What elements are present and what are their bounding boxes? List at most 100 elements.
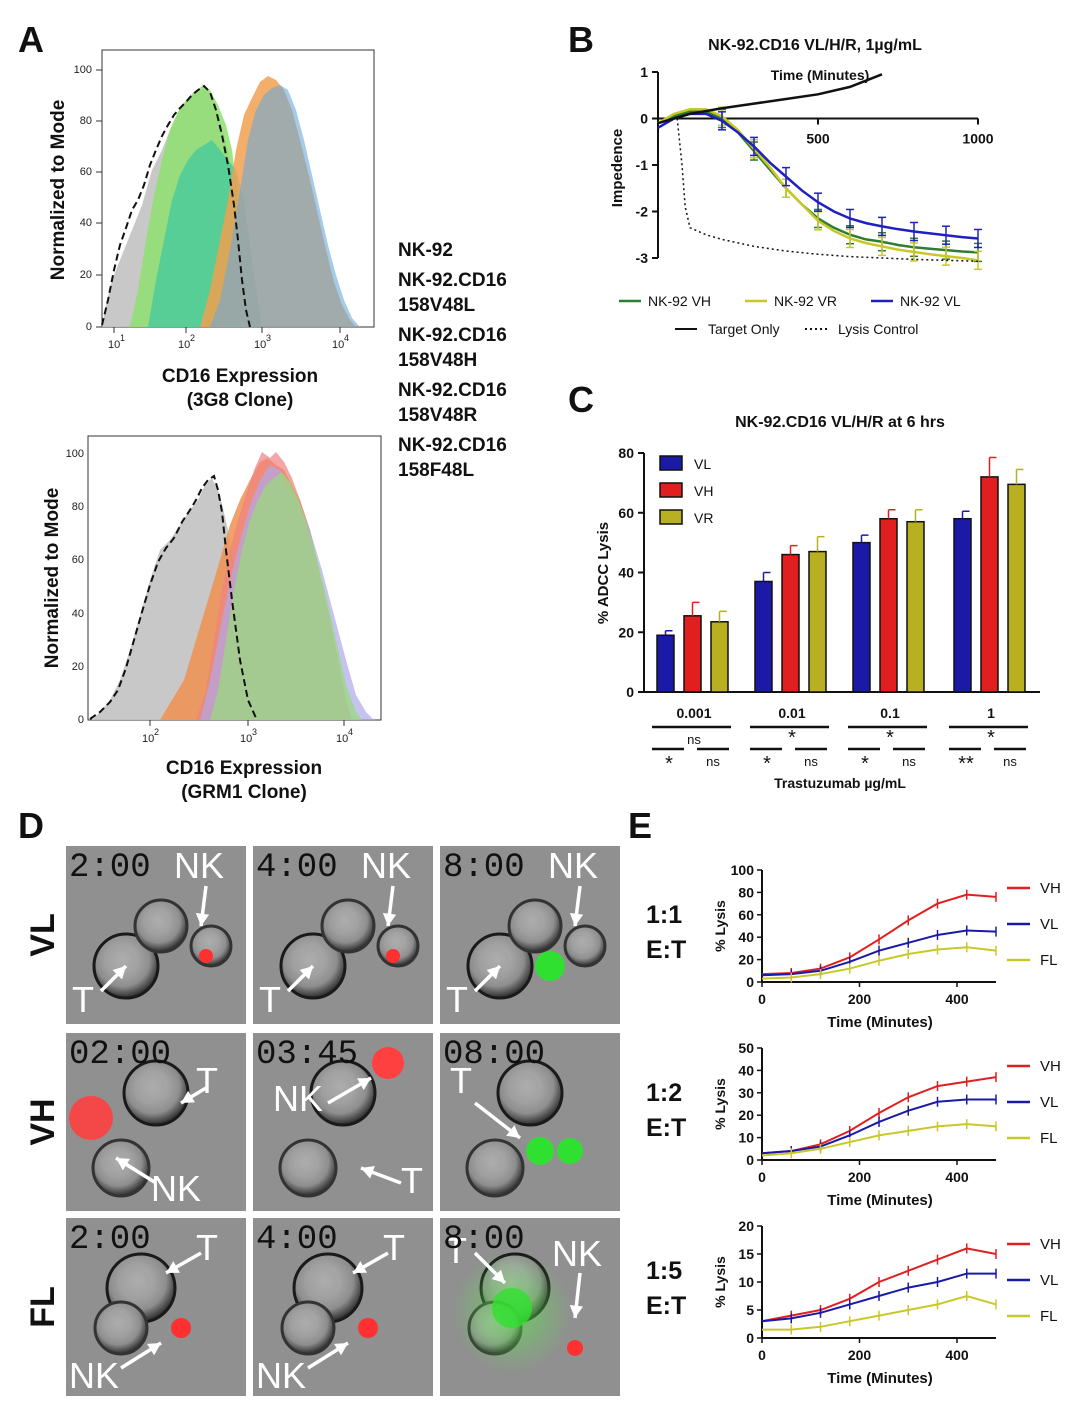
red-nk-cell — [372, 1047, 404, 1079]
legend-a-item-1-line1: NK-92.CD16 — [398, 270, 507, 291]
panel-a-bottom-xlabel: CD16 Expression — [166, 758, 322, 779]
legend-b-vh: NK-92 VH — [648, 293, 711, 309]
hist-nk92-outline-top — [101, 84, 251, 328]
svg-text:60: 60 — [80, 166, 92, 178]
panel-d-row-label-fl: FL — [24, 1286, 62, 1328]
panel-c-bar-vh-0 — [683, 615, 702, 693]
panel-c-ytick: 40 — [618, 565, 634, 581]
panel-a-bottom-xlabel-clone: (GRM1 Clone) — [181, 782, 307, 803]
panel-c-sig-top-1: * — [788, 727, 796, 749]
panel-b-title: NK-92.CD16 VL/H/R, 1µg/mL — [708, 37, 922, 54]
panel-c-sig-right-0: ns — [706, 754, 720, 769]
cell-label: T — [446, 979, 468, 1020]
panel-e-ytick: 100 — [731, 862, 755, 878]
panel-e-ytick: 20 — [738, 1107, 754, 1123]
panel-e-ytick: 30 — [738, 1085, 754, 1101]
red-nk-cell — [567, 1340, 583, 1356]
panel-c-sig-right-3: ns — [1003, 754, 1017, 769]
cell-label: NK — [256, 1355, 306, 1396]
panel-c-bar-vh-1 — [781, 553, 800, 693]
panel-e-xtick: 200 — [848, 991, 872, 1007]
cell-label: T — [259, 979, 281, 1020]
green-dead-cell — [526, 1137, 554, 1165]
cell-label: NK — [548, 845, 598, 886]
panel-b-impedance-chart: NK-92.CD16 VL/H/R, 1µg/mL Impedence Time… — [609, 37, 994, 337]
microscopy-timestamp: 2:00 — [69, 1221, 151, 1259]
panel-label-c: C — [568, 379, 594, 420]
panel-e-ytick: 20 — [738, 952, 754, 968]
legend-c-swatch-vr — [659, 509, 683, 525]
svg-text:10: 10 — [142, 733, 154, 745]
panel-c-ytick: 20 — [618, 624, 634, 640]
panel-e-xtick: 0 — [758, 1347, 766, 1363]
panel-c-sig-top-2: * — [886, 727, 894, 749]
cell-label: T — [401, 1160, 423, 1201]
panel-e-ylabel: % Lysis — [712, 1256, 728, 1308]
svg-text:3: 3 — [252, 727, 257, 737]
panel-e-ytick: 50 — [738, 1040, 754, 1056]
panel-e-ytick: 10 — [738, 1274, 754, 1290]
panel-c-bar-vr-3 — [1007, 483, 1026, 693]
panel-c-sig-left-2: * — [861, 753, 869, 775]
panel-e-ratio: 1:5 — [646, 1257, 682, 1285]
svg-text:20: 20 — [72, 661, 84, 673]
panel-e-xlabel: Time (Minutes) — [827, 1014, 933, 1031]
svg-text:60: 60 — [72, 554, 84, 566]
svg-text:2: 2 — [154, 727, 159, 737]
legend-c-swatch-vh — [659, 482, 683, 498]
legend-b-vr: NK-92 VR — [774, 293, 837, 309]
panel-c-category-1: 0.01 — [778, 705, 805, 721]
panel-e-ratio: 1:1 — [646, 901, 682, 929]
microscopy-timestamp: 4:00 — [256, 1221, 338, 1259]
panel-a-top-xlabel-clone: (3G8 Clone) — [187, 390, 294, 411]
panel-e-ytick: 0 — [746, 974, 754, 990]
panel-e-legend-label-fl: FL — [1040, 1308, 1058, 1325]
microscopy-tile-fl-2: T NK 8:00 — [440, 1218, 620, 1396]
panel-c-sig-right-2: ns — [902, 754, 916, 769]
microscopy-tile-fl-1: T NK 4:00 — [253, 1218, 433, 1396]
cell-label: NK — [151, 1168, 201, 1209]
panel-c-category-0: 0.001 — [676, 705, 711, 721]
panel-a-top-xlabel: CD16 Expression — [162, 366, 318, 387]
panel-e-xtick: 200 — [848, 1169, 872, 1185]
panel-e-ytick: 20 — [738, 1218, 754, 1234]
red-nk-cell — [199, 949, 213, 963]
panel-e-et: E:T — [646, 1114, 686, 1142]
panel-c-bar-vh-2 — [879, 517, 898, 693]
panel-c-bar-vh-3 — [980, 476, 999, 693]
panel-c-ytick: 80 — [618, 445, 634, 461]
panel-c-sig-left-1: * — [763, 753, 771, 775]
svg-text:1: 1 — [120, 333, 125, 343]
legend-a-item-3-line2: 158V48R — [398, 405, 478, 426]
svg-text:40: 40 — [72, 608, 84, 620]
microscopy-tile-vl-1: NK T 4:00 — [253, 845, 433, 1024]
panel-b-ytick: 0 — [640, 111, 648, 127]
legend-c-label-vr: VR — [694, 510, 713, 526]
microscopy-tile-vl-2: NK T 8:00 — [440, 845, 620, 1024]
panel-e-ytick: 5 — [746, 1302, 754, 1318]
legend-a-item-4-line1: NK-92.CD16 — [398, 435, 507, 456]
panel-c-category-3: 1 — [987, 705, 995, 721]
legend-b-vl: NK-92 VL — [900, 293, 961, 309]
panel-e-legend-label-fl: FL — [1040, 1130, 1058, 1147]
legend-b-target: Target Only — [708, 321, 780, 337]
red-nk-cell — [358, 1318, 378, 1338]
panel-a-legend: NK-92 NK-92.CD16 158V48L NK-92.CD16 158V48H N… — [398, 240, 507, 481]
panel-label-b: B — [568, 19, 594, 60]
microscopy-tile-vl-0: NK T 2:00 — [66, 845, 246, 1024]
panel-e-ytick: 15 — [738, 1246, 754, 1262]
panel-e-et: E:T — [646, 1292, 686, 1320]
cell-label: NK — [69, 1355, 119, 1396]
svg-text:80: 80 — [72, 501, 84, 513]
panel-a-top-histogram: 0 20 40 60 80 100 101 102 103 104 Normal… — [48, 49, 375, 411]
red-nk-cell — [386, 949, 400, 963]
panel-e-ytick: 60 — [738, 907, 754, 923]
microscopy-timestamp: 03:45 — [256, 1036, 358, 1074]
green-dead-cell — [535, 951, 565, 981]
panel-c-sig-right-1: ns — [804, 754, 818, 769]
legend-a-item-2-line1: NK-92.CD16 — [398, 325, 507, 346]
